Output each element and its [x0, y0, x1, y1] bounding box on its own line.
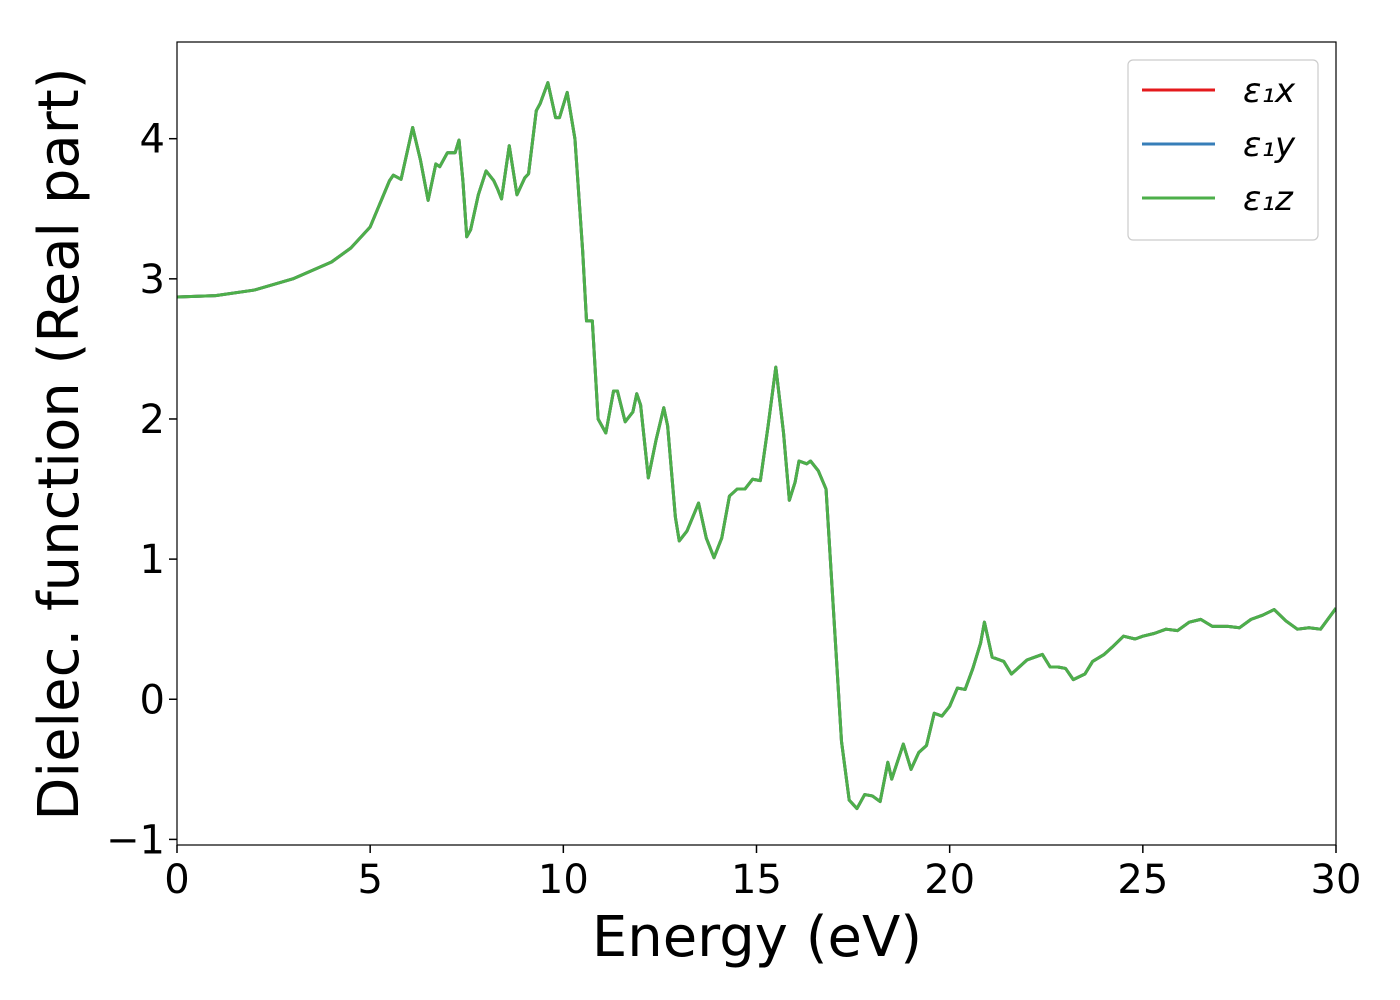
y-axis-label: Dielec. function (Real part) [27, 67, 92, 820]
x-tick-label: 30 [1311, 857, 1362, 903]
x-tick-label: 5 [357, 857, 382, 903]
legend-label: ε₁z [1243, 179, 1294, 219]
y-tick-label: −1 [106, 817, 165, 863]
legend-label: ε₁x [1243, 71, 1296, 111]
x-axis-label: Energy (eV) [592, 905, 922, 970]
x-tick-label: 25 [1117, 857, 1168, 903]
y-tick-label: 3 [140, 257, 165, 303]
legend-label: ε₁y [1243, 125, 1296, 165]
x-tick-label: 10 [538, 857, 589, 903]
plot-frame [176, 41, 1337, 846]
x-tick-label: 20 [924, 857, 975, 903]
x-tick-label: 15 [731, 857, 782, 903]
y-tick-label: 4 [140, 117, 165, 163]
x-tick-label: 0 [164, 857, 189, 903]
legend-box [1127, 59, 1319, 241]
y-tick-label: 1 [140, 537, 165, 583]
y-tick-label: 2 [140, 397, 165, 443]
y-tick-label: 0 [140, 677, 165, 723]
series-line [177, 81, 1336, 811]
